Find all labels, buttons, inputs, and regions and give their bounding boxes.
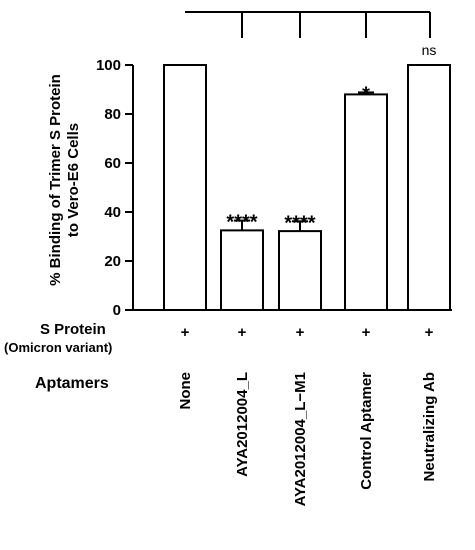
- s-protein-mark: +: [181, 324, 190, 341]
- bar: [407, 64, 451, 311]
- bar: [344, 93, 388, 312]
- category-label: Control Aptamer: [358, 372, 375, 490]
- significance-label: ****: [284, 212, 315, 234]
- bar: [278, 230, 322, 311]
- bars: + None **** + AYA2012004_L **** + AYA2012004_L−…: [163, 11, 451, 506]
- s-protein-mark: +: [296, 324, 305, 341]
- y-tick-label: 100: [96, 57, 121, 74]
- y-tick-label: 60: [104, 155, 121, 172]
- category-label: AYA2012004_L: [234, 372, 251, 477]
- s-protein-mark: +: [362, 324, 371, 341]
- category-label: None: [177, 372, 194, 410]
- bar: [220, 229, 264, 311]
- category-label: Neutralizing Ab: [421, 372, 438, 481]
- y-tick-label: 20: [104, 253, 121, 270]
- s-protein-row-label: S Protein: [40, 321, 106, 338]
- s-protein-mark: +: [425, 324, 434, 341]
- category-label: AYA2012004_L−M1: [292, 372, 309, 506]
- significance-label: *: [362, 83, 370, 105]
- aptamers-row-label: Aptamers: [35, 375, 109, 392]
- y-axis-title-line1: % Binding of Trimer S Protein: [47, 74, 64, 286]
- variant-row-label: (Omicron variant): [4, 340, 112, 355]
- y-tick-label: 40: [104, 204, 121, 221]
- s-protein-mark: +: [238, 324, 247, 341]
- bar: [163, 64, 207, 311]
- y-axis: 0 20 40 60 80 100: [96, 57, 452, 319]
- labels: % Binding of Trimer S Protein to Vero-E6…: [4, 74, 112, 392]
- significance-label: ns: [422, 42, 437, 58]
- y-axis-title-line2: to Vero-E6 Cells: [65, 123, 82, 237]
- y-tick-label: 0: [113, 302, 121, 319]
- y-tick-label: 80: [104, 106, 121, 123]
- significance-label: ****: [226, 212, 257, 234]
